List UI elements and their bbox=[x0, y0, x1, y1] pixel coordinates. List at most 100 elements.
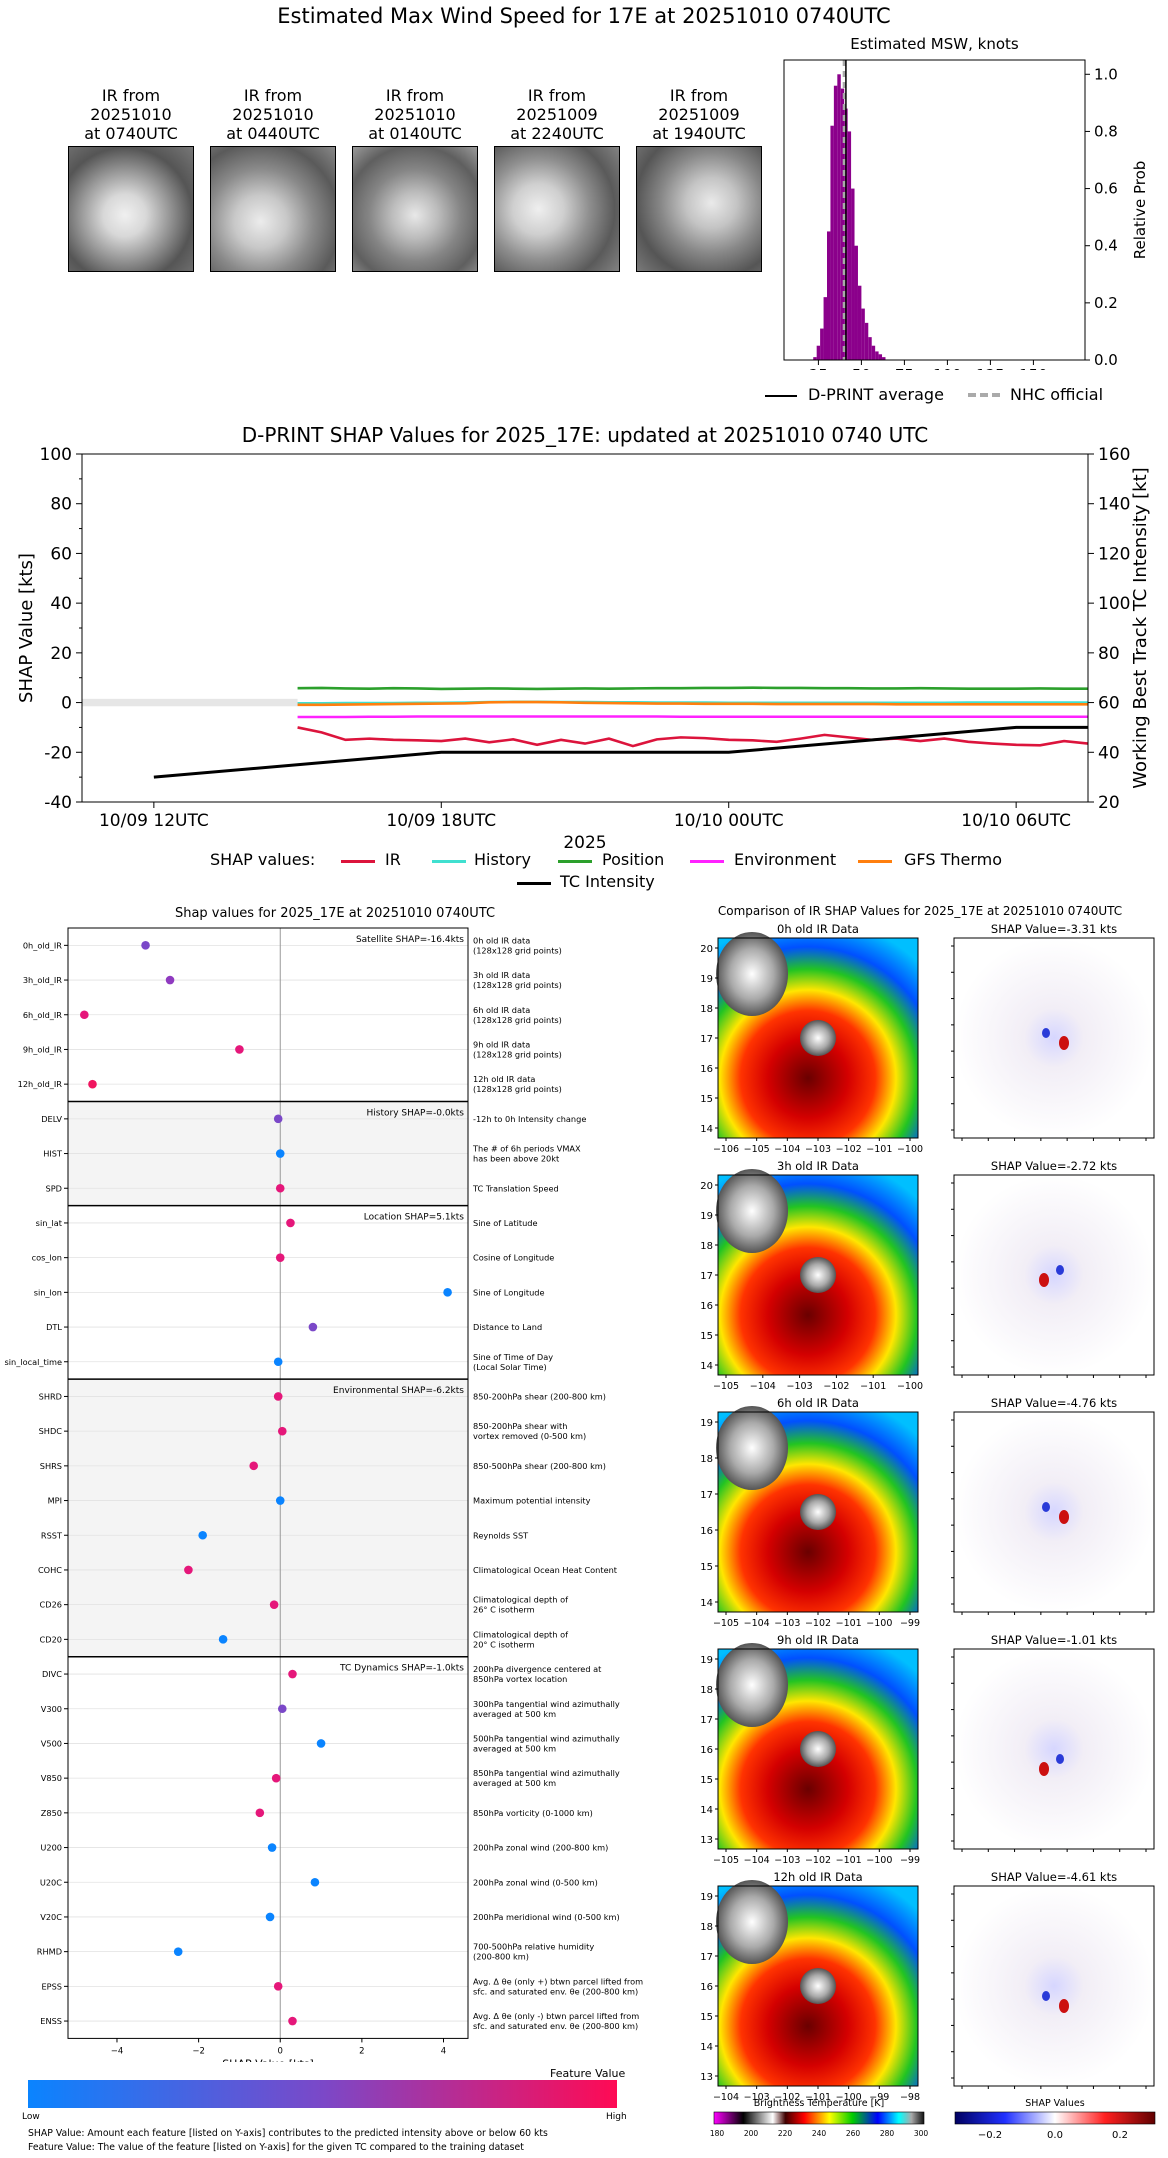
feature-description: 0h old IR data bbox=[473, 935, 530, 945]
x-tick-label: 4 bbox=[441, 2046, 446, 2056]
y-tick-label: 0.8 bbox=[1094, 122, 1118, 140]
x-tick-label: 25 bbox=[809, 366, 828, 370]
histogram-legend: D-PRINT average NHC official bbox=[760, 384, 1168, 408]
legend-swatch-environment bbox=[690, 860, 724, 863]
feature-description: (128x128 grid points) bbox=[473, 1049, 562, 1059]
lat-tick-label: 19 bbox=[700, 1655, 713, 1666]
feature-name: SHDC bbox=[39, 1426, 63, 1436]
series-line-gfs-thermo bbox=[297, 700, 1088, 707]
colorbar-high-label: High bbox=[606, 2112, 627, 2122]
legend-dprint-average: D-PRINT average bbox=[808, 385, 944, 404]
x-tick-label: 50 bbox=[852, 366, 871, 370]
bt-colorbar-tick: 180 bbox=[710, 2129, 725, 2138]
y-tick-label: 0.4 bbox=[1094, 237, 1118, 255]
timeseries-ylabel: SHAP Value [kts] bbox=[16, 553, 37, 703]
y2-tick-label: 120 bbox=[1098, 544, 1130, 564]
histogram-bar bbox=[851, 188, 855, 360]
feature-dot bbox=[316, 1739, 326, 1748]
y2-tick-label: 60 bbox=[1098, 694, 1120, 714]
feature-dot bbox=[218, 1635, 228, 1644]
x-tick-label: −2 bbox=[192, 2046, 205, 2056]
feature-name: cos_lon bbox=[32, 1253, 62, 1263]
feature-name: 12h_old_IR bbox=[18, 1079, 63, 1089]
lon-tick-label: −103 bbox=[805, 1144, 831, 1155]
feature-name: SHRD bbox=[39, 1391, 62, 1401]
feature-dot bbox=[275, 1149, 285, 1158]
histogram-bar bbox=[827, 231, 831, 360]
ir-thumb-image bbox=[352, 146, 478, 272]
ir-thumb-title-l2: 20251010 bbox=[232, 105, 314, 124]
lat-tick-label: 15 bbox=[700, 1094, 713, 1105]
histogram-bar bbox=[878, 354, 883, 360]
tc-intensity-line bbox=[153, 725, 1088, 779]
ir-thumb: IR from 20251010 at 0740UTC bbox=[68, 86, 194, 272]
lat-tick-label: 13 bbox=[700, 2072, 713, 2083]
feature-name: RHMD bbox=[37, 1947, 62, 1957]
x-tick-label: 100 bbox=[933, 366, 962, 370]
ir-thumb-title-l2: 20251010 bbox=[90, 105, 172, 124]
lat-tick-label: 18 bbox=[700, 1685, 713, 1696]
ir-thumb-title-l3: at 0440UTC bbox=[226, 124, 320, 143]
bt-colorbar bbox=[713, 2111, 925, 2125]
feature-name: sin_local_time bbox=[5, 1357, 63, 1367]
ir-thumb-title-l3: at 0740UTC bbox=[84, 124, 178, 143]
histogram-frame bbox=[783, 59, 1086, 361]
feature-description: Reynolds SST bbox=[473, 1530, 529, 1540]
legend-history: History bbox=[474, 850, 531, 869]
shap-timeseries-chart: D-PRINT SHAP Values for 2025_17E: update… bbox=[16, 423, 1151, 850]
lon-tick-label: −106 bbox=[713, 1144, 739, 1155]
feature-description: 6h old IR data bbox=[473, 1005, 530, 1015]
histogram-bar bbox=[830, 125, 834, 360]
lat-tick-label: 20 bbox=[700, 944, 713, 955]
histogram-bar bbox=[871, 345, 876, 360]
histogram-title: Estimated MSW, knots bbox=[850, 35, 1019, 53]
feature-name: ENSS bbox=[40, 2016, 62, 2026]
group-label: Environmental SHAP=-6.2kts bbox=[333, 1386, 464, 1396]
feature-frame bbox=[67, 927, 469, 2039]
lat-tick-label: 17 bbox=[700, 1952, 713, 1963]
y-tick-label: 1.0 bbox=[1094, 65, 1118, 83]
feature-dot bbox=[275, 1183, 285, 1193]
histogram-bar bbox=[816, 345, 821, 360]
ir-row-title: 3h old IR Data bbox=[777, 1159, 859, 1173]
lon-tick-label: −105 bbox=[744, 1144, 770, 1155]
feature-description: 3h old IR data bbox=[473, 970, 530, 980]
ir-thumbnail-row: IR from 20251010 at 0740UTC IR from 2025… bbox=[0, 86, 780, 276]
feature-description: 850-200hPa shear (200-800 km) bbox=[473, 1391, 606, 1401]
ir-thumb-title-l3: at 0140UTC bbox=[368, 124, 462, 143]
feature-description: 26° C isotherm bbox=[473, 1605, 535, 1615]
lat-tick-label: 16 bbox=[700, 1982, 713, 1993]
x-tick-label: 10/10 00UTC bbox=[674, 811, 784, 831]
lat-tick-label: 18 bbox=[700, 1004, 713, 1015]
shap-coldspot bbox=[1042, 1028, 1050, 1038]
lat-tick-label: 18 bbox=[700, 1454, 713, 1465]
lat-tick-label: 17 bbox=[700, 1715, 713, 1726]
feature-name: V850 bbox=[41, 1773, 62, 1783]
sv-colorbar-tick: 0.0 bbox=[1047, 2130, 1063, 2141]
bt-colorbar-tick: 200 bbox=[744, 2129, 759, 2138]
y2-tick-label: 160 bbox=[1098, 445, 1130, 465]
histogram-bar bbox=[868, 337, 872, 360]
feature-description: 200hPa zonal wind (0-500 km) bbox=[473, 1877, 598, 1887]
feature-dot bbox=[271, 1773, 281, 1783]
feature-description: 850-500hPa shear (200-800 km) bbox=[473, 1461, 606, 1471]
y2-tick-label: 20 bbox=[1098, 793, 1120, 813]
histogram-bar bbox=[864, 322, 869, 360]
timeseries-frame bbox=[81, 453, 1089, 803]
feature-name: U200 bbox=[40, 1843, 62, 1853]
bt-colorbar-label: Brightness Temperature [K] bbox=[754, 2098, 884, 2109]
lon-tick-label: −105 bbox=[713, 1855, 739, 1866]
y-tick-label: 0.0 bbox=[1094, 351, 1118, 369]
lon-tick-label: −101 bbox=[836, 1618, 862, 1629]
lat-tick-label: 16 bbox=[700, 1526, 713, 1537]
shap-coldspot bbox=[1056, 1265, 1064, 1275]
feature-name: sin_lat bbox=[36, 1218, 63, 1228]
group-label: TC Dynamics SHAP=-1.0kts bbox=[339, 1664, 464, 1674]
feature-name: EPSS bbox=[41, 1981, 62, 1991]
y-tick-label: 0.2 bbox=[1094, 294, 1118, 312]
cloud-mass bbox=[716, 1643, 788, 1727]
shap-row-title: SHAP Value=-3.31 kts bbox=[991, 922, 1117, 936]
footnote-feature: Feature Value: The value of the feature … bbox=[28, 2142, 524, 2153]
shap-hotspot bbox=[1059, 1999, 1069, 2013]
feature-dot bbox=[255, 1808, 265, 1818]
